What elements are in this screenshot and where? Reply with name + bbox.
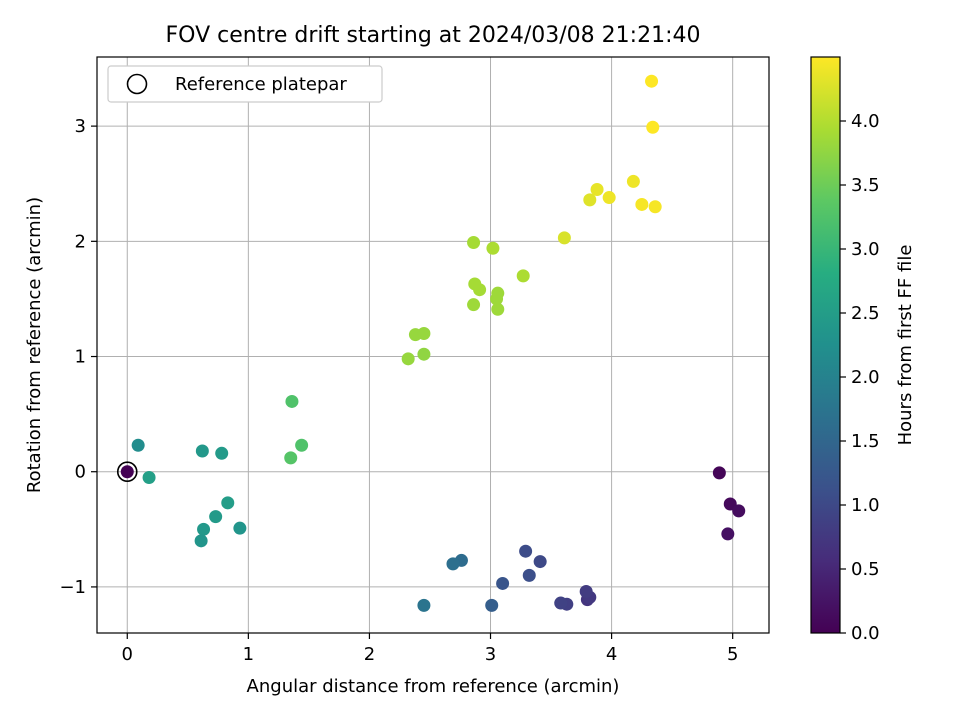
colorbar-tick-label: 3.0	[851, 239, 880, 260]
scatter-point	[645, 74, 659, 88]
y-tick-label: 3	[75, 116, 86, 137]
y-tick-label: 2	[75, 231, 86, 252]
x-axis-label: Angular distance from reference (arcmin)	[247, 676, 620, 697]
scatter-point	[467, 235, 481, 249]
scatter-point	[197, 522, 211, 536]
chart-title: FOV centre drift starting at 2024/03/08 …	[166, 23, 701, 48]
scatter-point	[284, 451, 298, 465]
colorbar-tick-label: 2.0	[851, 367, 880, 388]
data-points	[116, 74, 746, 612]
scatter-point	[557, 231, 571, 245]
scatter-point	[417, 326, 431, 340]
x-tick-label: 2	[364, 644, 375, 665]
x-axis-ticks: 0 1 2 3 4 5	[122, 633, 738, 665]
scatter-point	[590, 182, 604, 196]
scatter-point	[485, 598, 499, 612]
scatter-point	[648, 200, 662, 214]
scatter-point	[496, 576, 510, 590]
reference-point-marker	[116, 461, 138, 483]
scatter-point	[120, 465, 134, 479]
scatter-point	[401, 352, 415, 366]
scatter-point	[221, 496, 235, 510]
colorbar-label: Hours from first FF file	[895, 245, 916, 446]
scatter-point	[721, 527, 735, 541]
plot-frame	[96, 56, 770, 634]
colorbar-ticks: 0.0 0.5 1.0 1.5 2.0 2.5 3.0 3.5 4.0	[840, 111, 880, 644]
scatter-point	[468, 277, 482, 291]
x-tick-label: 4	[606, 644, 617, 665]
legend-entry-label: Reference platepar	[175, 74, 347, 95]
y-axis-ticks: −1 0 1 2 3	[59, 116, 97, 598]
scatter-point	[519, 544, 533, 558]
scatter-point	[491, 302, 505, 316]
scatter-point	[195, 444, 209, 458]
y-axis-label: Rotation from reference (arcmin)	[24, 197, 45, 493]
scatter-point	[467, 298, 481, 312]
scatter-point	[554, 596, 568, 610]
colorbar-tick-label: 4.0	[851, 111, 880, 132]
scatter-point	[215, 446, 229, 460]
scatter-point	[533, 555, 547, 569]
scatter-point	[516, 269, 530, 283]
scatter-point	[131, 438, 145, 452]
y-tick-label: −1	[59, 577, 86, 598]
scatter-point	[583, 193, 597, 207]
scatter-point	[712, 466, 726, 480]
legend-box	[107, 65, 383, 103]
x-tick-label: 3	[485, 644, 496, 665]
colorbar-tick-label: 1.0	[851, 495, 880, 516]
y-tick-label: 1	[75, 347, 86, 368]
scatter-point	[285, 394, 299, 408]
scatter-point	[446, 557, 460, 571]
colorbar-tick-label: 0.5	[851, 559, 880, 580]
scatter-point	[233, 521, 247, 535]
y-tick-label: 0	[75, 462, 86, 483]
colorbar-tick-label: 1.5	[851, 431, 880, 452]
legend: Reference platepar	[107, 65, 383, 103]
scatter-point	[626, 174, 640, 188]
scatter-point	[486, 241, 500, 255]
scatter-point	[602, 191, 616, 205]
scatter-point	[646, 120, 660, 134]
scatter-point	[209, 510, 223, 524]
scatter-point	[295, 438, 309, 452]
scatter-point	[635, 197, 649, 211]
x-tick-label: 1	[243, 644, 254, 665]
colorbar-tick-label: 3.5	[851, 175, 880, 196]
scatter-point	[522, 568, 536, 582]
scatter-point	[417, 347, 431, 361]
colorbar: 0.0 0.5 1.0 1.5 2.0 2.5 3.0 3.5 4.0 Hours from f…	[810, 56, 916, 644]
scatter-point	[194, 534, 208, 548]
x-tick-label: 0	[122, 644, 133, 665]
scatter-point	[142, 470, 156, 484]
scatter-point	[491, 286, 505, 300]
colorbar-gradient	[810, 56, 841, 634]
scatter-point	[732, 504, 746, 518]
colorbar-tick-label: 2.5	[851, 303, 880, 324]
legend-marker	[126, 73, 148, 95]
scatter-point	[579, 585, 593, 599]
scatter-point	[417, 598, 431, 612]
x-tick-label: 5	[727, 644, 738, 665]
gridlines	[97, 57, 769, 633]
colorbar-tick-label: 0.0	[851, 623, 880, 644]
